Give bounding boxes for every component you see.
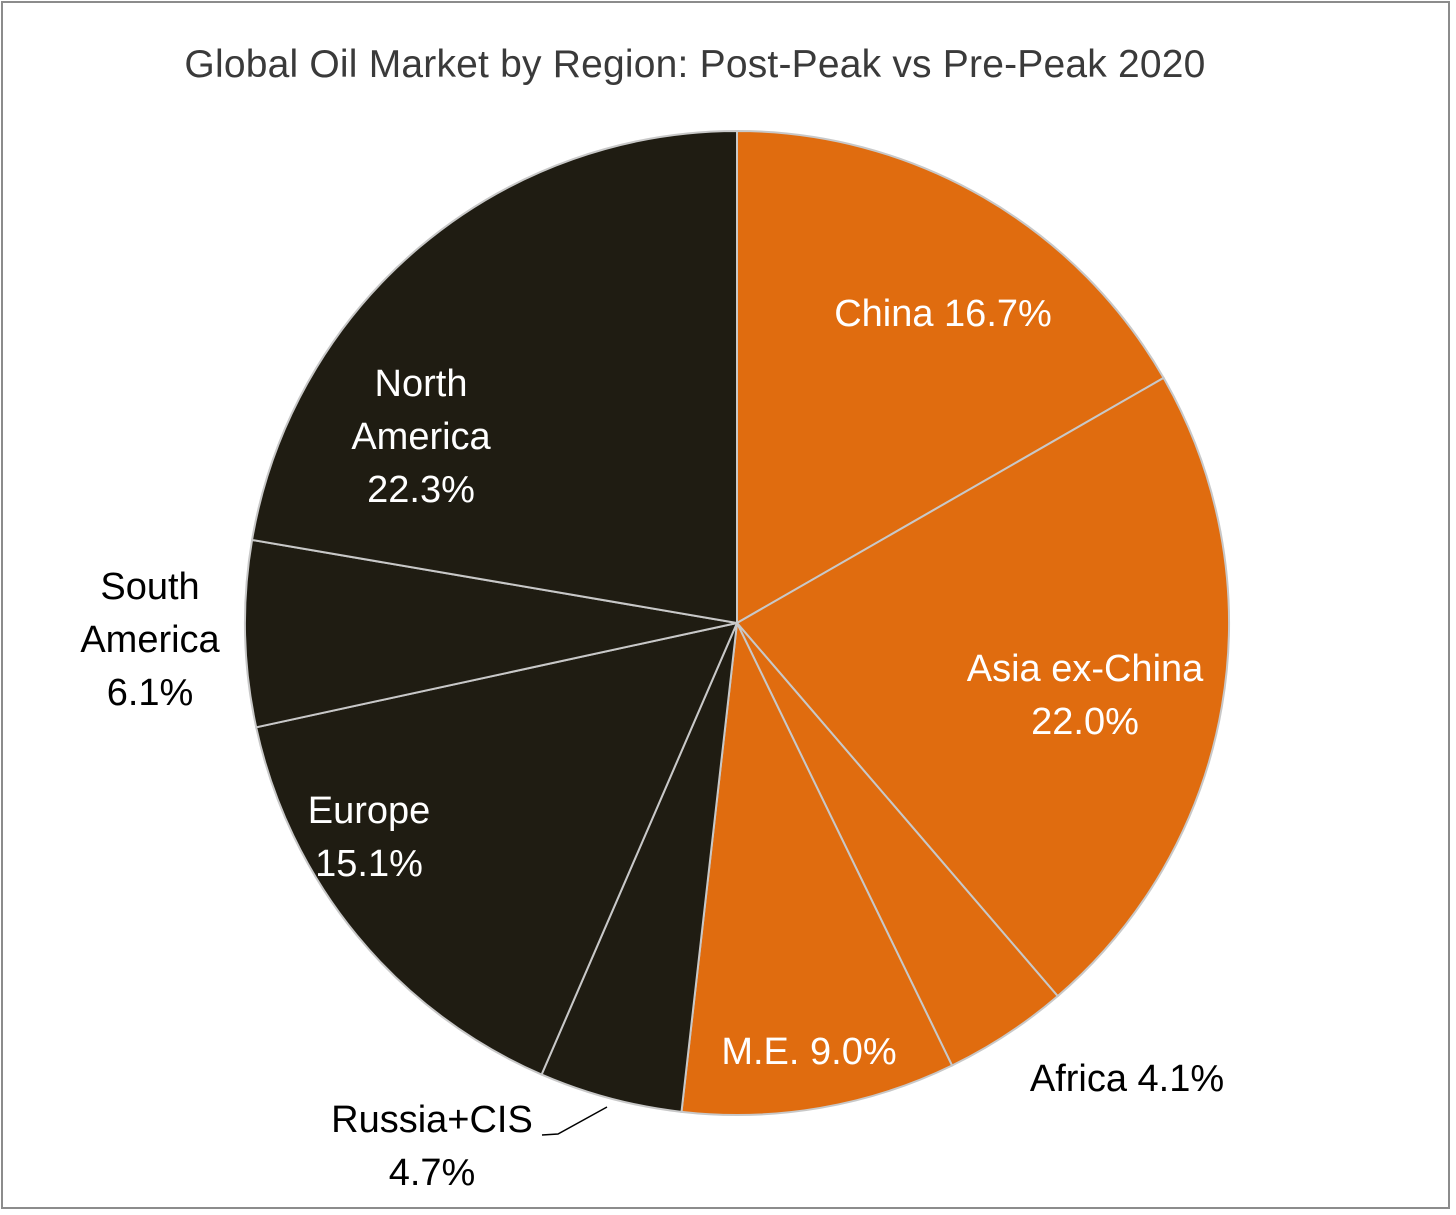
pie-slice-china (736, 129, 1165, 625)
slice-label-line: Africa 4.1% (1030, 1058, 1224, 1100)
pie-slice-asia-ex-china (735, 376, 1230, 998)
pie-slice-south-america (244, 538, 738, 729)
pie-slice-europe (254, 621, 739, 1076)
pie-slice-m-e (680, 619, 954, 1116)
slice-label-line: Europe (308, 790, 431, 832)
pie-slice-north-america (250, 129, 738, 625)
leader-line-russia-cis (541, 1106, 608, 1136)
slice-label-africa: Africa 4.1% (1030, 1058, 1224, 1100)
slice-label-europe: Europe 15.1% (308, 790, 431, 885)
slice-label-line: 4.7% (389, 1152, 476, 1194)
slice-label-line: 22.0% (1031, 701, 1139, 743)
slice-label-line: 22.3% (367, 469, 475, 511)
slice-label-line: America (351, 416, 491, 458)
slice-label-line: M.E. 9.0% (721, 1031, 896, 1073)
slice-label-line: 6.1% (107, 672, 194, 714)
slice-label-russia-cis: Russia+CIS 4.7% (331, 1099, 533, 1194)
slice-label-line: Asia ex-China (967, 648, 1204, 690)
slice-label-line: 15.1% (315, 843, 423, 885)
pie-chart: China 16.7% Asia ex-China 22.0% Africa 4.1%… (80, 129, 1230, 1194)
slice-label-china: China 16.7% (834, 293, 1052, 335)
slice-label-line: South (100, 566, 199, 608)
slice-label-m-e: M.E. 9.0% (721, 1031, 896, 1073)
slice-label-south-america: South America 6.1% (80, 566, 220, 714)
slice-label-line: North (375, 363, 468, 405)
slice-labels: China 16.7% Asia ex-China 22.0% Africa 4.1%… (80, 293, 1224, 1194)
leader-lines (541, 1106, 608, 1136)
slice-label-north-america: North America 22.3% (351, 363, 491, 511)
slice-label-asia-ex-china: Asia ex-China 22.0% (967, 648, 1204, 743)
slice-label-line: America (80, 619, 220, 661)
chart-title: Global Oil Market by Region: Post-Peak v… (184, 43, 1206, 86)
slice-label-line: Russia+CIS (331, 1099, 533, 1141)
pie-slices (244, 129, 1230, 1116)
slice-label-line: China 16.7% (834, 293, 1052, 335)
